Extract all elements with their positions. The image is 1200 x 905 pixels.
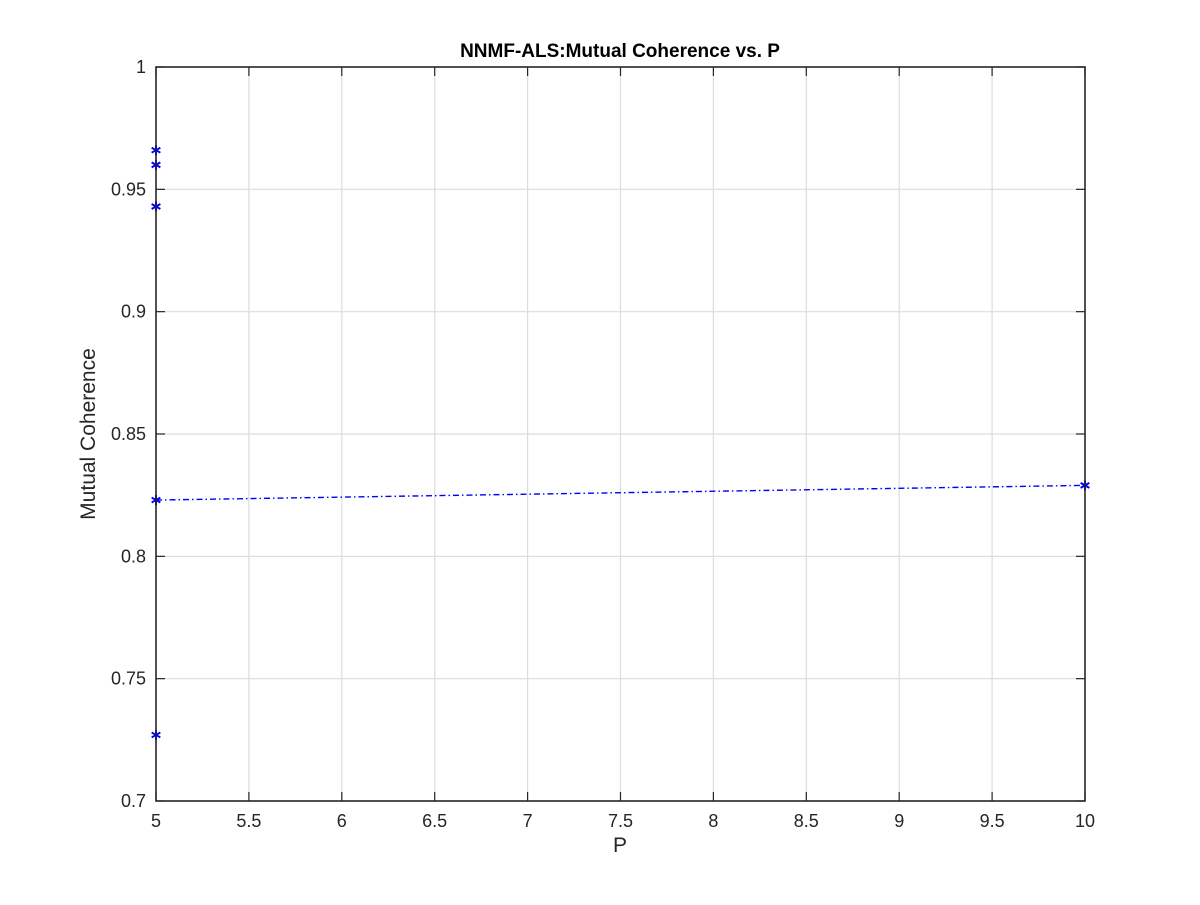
y-tick-label: 0.95 [111, 179, 146, 199]
x-tick-label: 8.5 [794, 811, 819, 831]
x-axis-title: P [613, 834, 627, 857]
chart-title: NNMF-ALS:Mutual Coherence vs. P [460, 41, 780, 62]
y-tick-label: 0.85 [111, 424, 146, 444]
y-tick-label: 0.9 [121, 302, 146, 322]
x-tick-label: 10 [1075, 811, 1095, 831]
x-tick-label: 5.5 [236, 811, 261, 831]
x-tick-label: 8 [708, 811, 718, 831]
grid-layer [156, 67, 1085, 801]
x-tick-label: 6 [337, 811, 347, 831]
series-line [155, 484, 1086, 501]
x-tick-label: 5 [151, 811, 161, 831]
axes-layer [155, 66, 1086, 802]
y-tick-label: 0.75 [111, 669, 146, 689]
x-tick-label: 7.5 [608, 811, 633, 831]
x-tick-label: 9.5 [980, 811, 1005, 831]
x-tick-label: 9 [894, 811, 904, 831]
y-tick-label: 1 [136, 57, 146, 77]
axes-box [155, 66, 1086, 802]
y-tick-label: 0.7 [121, 791, 146, 811]
y-tick-label: 0.8 [121, 546, 146, 566]
y-axis-title: Mutual Coherence [77, 348, 100, 520]
x-tick-label: 7 [523, 811, 533, 831]
tick-label-layer: 5 5.5 6 6.5 7 7.5 8 8.5 9 9.5 10 0.7 0.75 0.8 0.85 0.9 0… [111, 57, 1095, 831]
x-tick-label: 6.5 [422, 811, 447, 831]
